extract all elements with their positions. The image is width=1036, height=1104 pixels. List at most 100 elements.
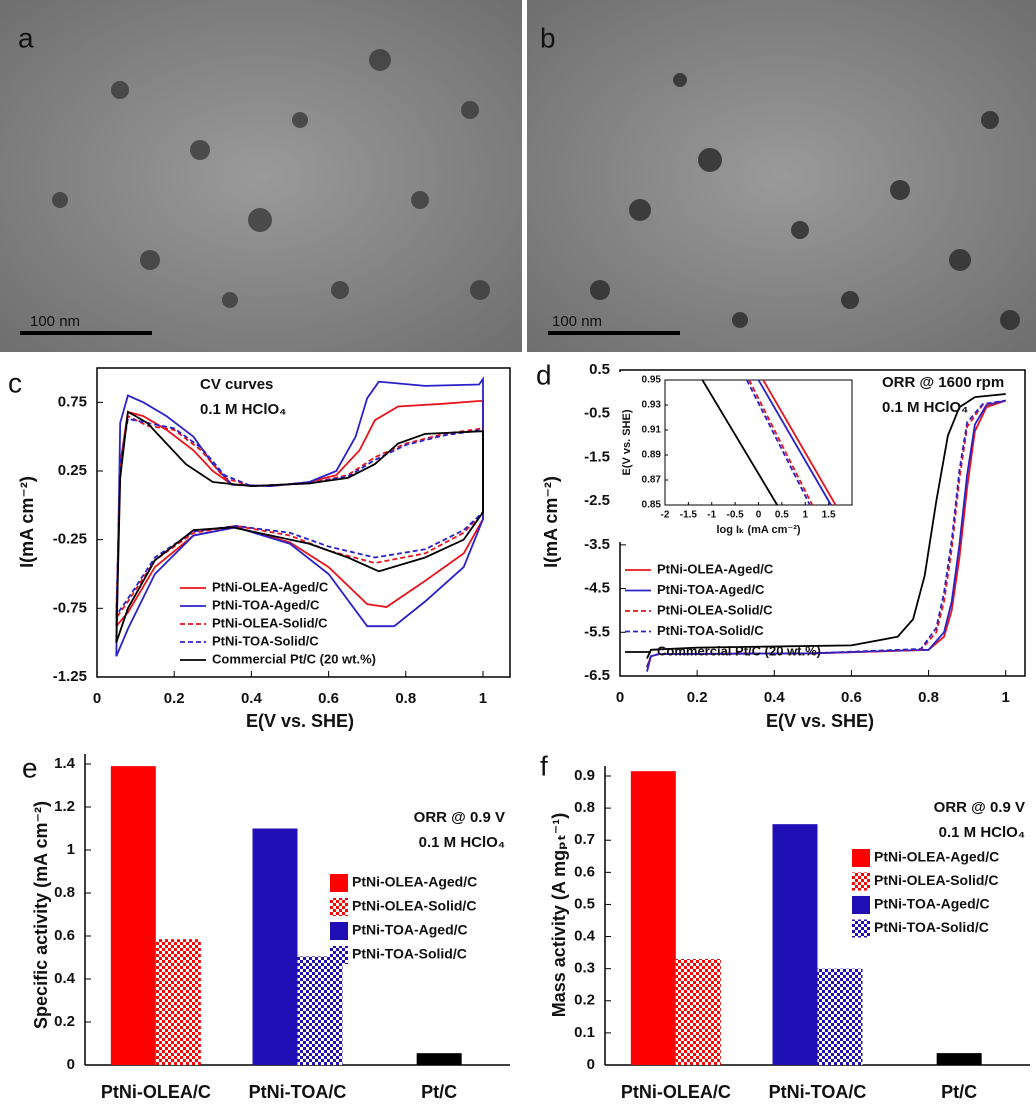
tem-image-a: a 100 nm: [0, 0, 522, 352]
y-tick-label: 0.8: [54, 884, 75, 901]
x-tick-label: 0.6: [841, 689, 862, 706]
scale-bar-label: 100 nm: [30, 313, 80, 330]
bar: [675, 959, 721, 1065]
legend-swatch: [852, 849, 870, 867]
x-tick-label: 0: [93, 690, 101, 707]
x-tick-label: 0.2: [164, 690, 185, 707]
legend-swatch: [852, 919, 870, 938]
curve: [762, 379, 837, 506]
x-tick-label: 1: [1002, 689, 1010, 706]
legend-label: PtNi-OLEA-Solid/C: [874, 872, 998, 888]
y-tick-label: 0.87: [642, 475, 662, 486]
x-tick-label: PtNi-OLEA/C: [621, 1082, 731, 1102]
legend-label: PtNi-TOA-Solid/C: [212, 633, 319, 648]
legend-label: PtNi-OLEA-Aged/C: [352, 874, 477, 890]
bar: [772, 824, 818, 1065]
legend-label: PtNi-TOA-Aged/C: [874, 896, 990, 912]
curve: [115, 417, 484, 616]
curve: [115, 376, 484, 657]
bar: [297, 956, 343, 1065]
y-tick-label: 0.93: [642, 400, 662, 411]
curve: [757, 379, 832, 506]
x-tick-label: 0: [616, 689, 624, 706]
y-axis-label: I(mA cm⁻²): [17, 476, 37, 568]
y-axis-label: Specific activity (mA cm⁻²): [31, 801, 51, 1029]
y-tick-label: 1.2: [54, 798, 75, 815]
annotation: 0.1 M HClO₄: [882, 399, 968, 416]
annotation: ORR @ 1600 rpm: [882, 374, 1004, 391]
panel-letter: f: [540, 750, 548, 781]
y-tick-label: 0.91: [642, 425, 662, 436]
y-tick-label: 0.7: [574, 831, 595, 848]
bar: [416, 1053, 462, 1065]
bar: [936, 1053, 982, 1065]
y-tick-label: -0.25: [53, 531, 87, 548]
y-axis-label: Mass activity (A mgₚₜ⁻¹): [549, 813, 569, 1017]
y-axis-label: I(mA cm⁻²): [541, 476, 561, 568]
y-tick-label: -5.5: [584, 623, 610, 640]
y-tick-label: 0.89: [642, 450, 662, 461]
annotation: ORR @ 0.9 V: [934, 799, 1025, 816]
inset-x-label: log Iₖ (mA cm⁻²): [716, 524, 800, 536]
panel-letter: d: [536, 359, 552, 390]
x-tick-label: 0.4: [241, 690, 263, 707]
legend-label: PtNi-OLEA-Aged/C: [212, 579, 329, 594]
legend-swatch: [330, 874, 348, 892]
x-tick-label: -1: [707, 510, 716, 521]
panel-letter: e: [22, 752, 38, 783]
annotation: 0.1 M HClO₄: [200, 401, 286, 418]
y-tick-label: 0.6: [574, 863, 595, 880]
legend-swatch: [852, 896, 870, 914]
legend-label: Commercial Pt/C (20 wt.%): [657, 643, 821, 658]
legend-swatch: [330, 922, 348, 940]
panel-letter: b: [540, 22, 556, 53]
x-tick-label: 0.2: [687, 689, 708, 706]
y-tick-label: 0.9: [574, 767, 595, 784]
y-tick-label: -1.25: [53, 668, 87, 685]
legend-label: PtNi-OLEA-Solid/C: [657, 602, 773, 617]
x-axis-label: E(V vs. SHE): [246, 711, 354, 731]
legend-label: PtNi-OLEA-Solid/C: [212, 615, 328, 630]
x-tick-label: 0.6: [318, 690, 339, 707]
legend-label: Commercial Pt/C (20 wt.%): [212, 651, 376, 666]
bar: [110, 766, 156, 1065]
legend-label: PtNi-TOA-Aged/C: [212, 597, 320, 612]
x-tick-label: 0.4: [764, 689, 786, 706]
x-tick-label: PtNi-OLEA/C: [101, 1082, 211, 1102]
y-tick-label: -2.5: [584, 492, 610, 509]
y-tick-label: 0: [587, 1056, 595, 1073]
bar: [817, 968, 863, 1065]
scale-bar-label: 100 nm: [552, 313, 602, 330]
curve: [115, 410, 484, 643]
x-tick-label: 1: [479, 690, 487, 707]
legend-label: PtNi-OLEA-Aged/C: [657, 561, 774, 576]
y-tick-label: 1.4: [54, 755, 76, 772]
y-tick-label: -3.5: [584, 536, 610, 553]
legend-label: PtNi-TOA-Solid/C: [352, 946, 467, 962]
bar: [155, 939, 201, 1065]
inset-background: [615, 372, 862, 542]
x-tick-label: 1: [802, 510, 808, 521]
bar: [252, 828, 298, 1065]
panel-letter: a: [18, 22, 34, 53]
x-tick-label: 0.5: [775, 510, 789, 521]
y-tick-label: 0: [67, 1056, 75, 1073]
x-tick-label: 1.5: [822, 510, 836, 521]
y-tick-label: 1: [67, 841, 75, 858]
y-tick-label: 0.5: [574, 895, 595, 912]
x-tick-label: Pt/C: [421, 1082, 457, 1102]
y-tick-label: 0.2: [574, 992, 595, 1009]
y-tick-label: -4.5: [584, 580, 610, 597]
x-tick-label: PtNi-TOA/C: [249, 1082, 347, 1102]
y-tick-label: 0.85: [642, 500, 662, 511]
y-tick-label: -0.5: [584, 405, 610, 422]
annotation: 0.1 M HClO₄: [939, 824, 1025, 841]
x-tick-label: 0.8: [918, 689, 939, 706]
legend-label: PtNi-OLEA-Solid/C: [352, 898, 476, 914]
x-tick-label: Pt/C: [941, 1082, 977, 1102]
legend-swatch: [852, 872, 870, 891]
legend-swatch: [330, 946, 348, 964]
y-tick-label: 0.1: [574, 1024, 595, 1041]
y-tick-label: 0.6: [54, 927, 75, 944]
